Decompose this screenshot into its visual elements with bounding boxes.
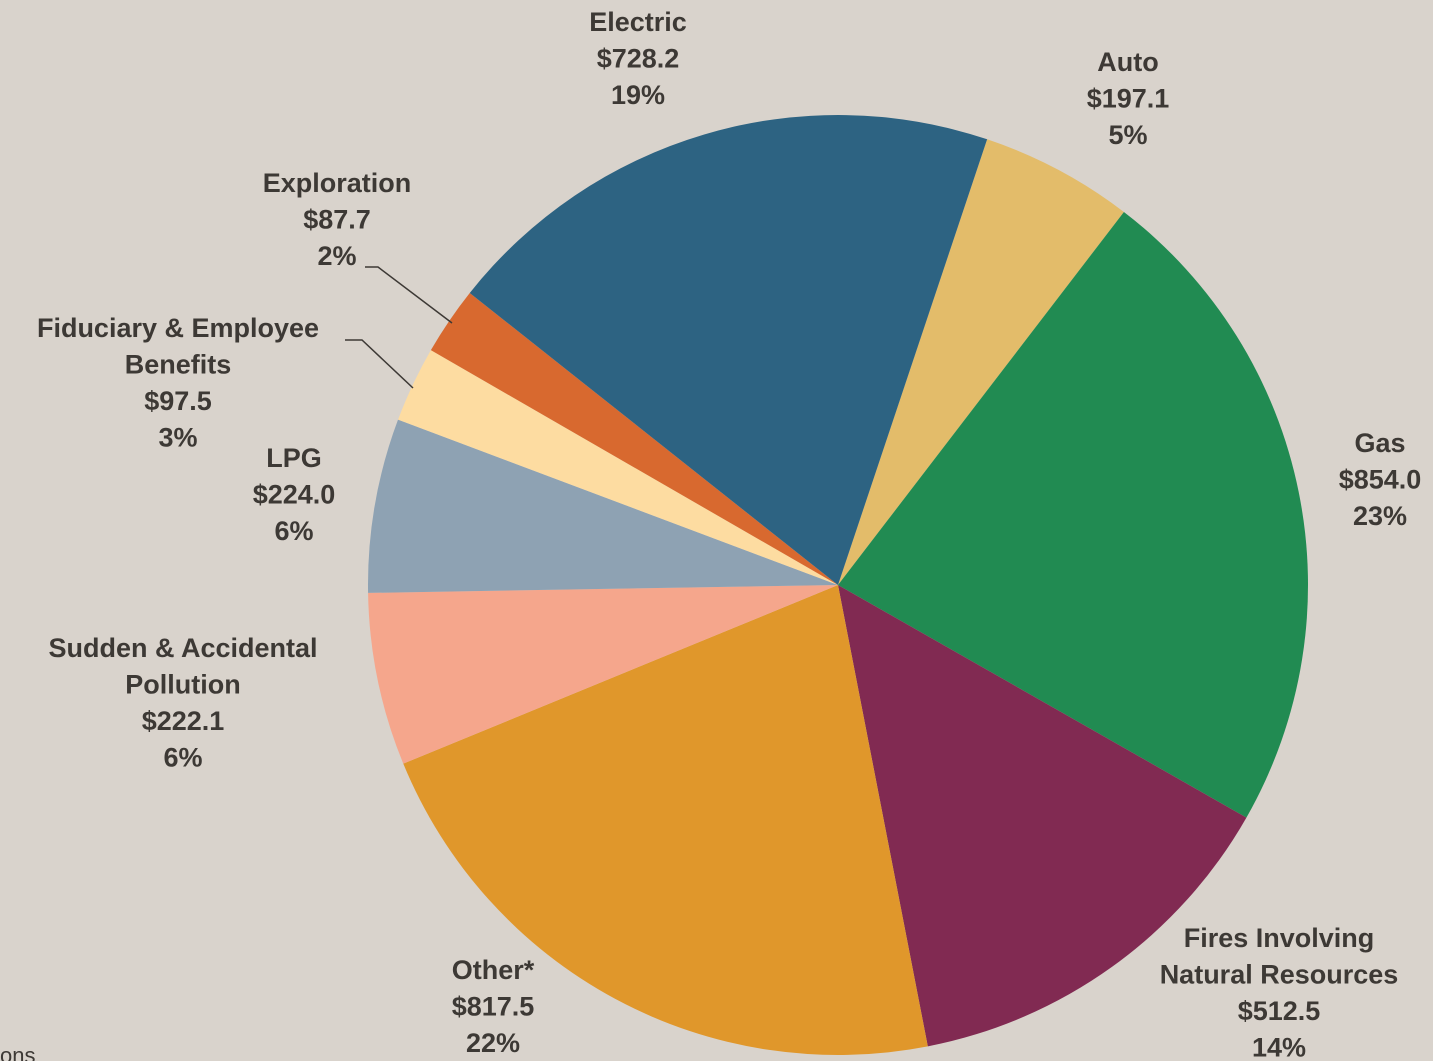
slice-label: Benefits: [125, 350, 232, 380]
value-label: $224.0: [253, 480, 336, 510]
slice-label: Fires Involving: [1184, 923, 1375, 953]
value-label: $222.1: [142, 706, 225, 736]
slice: [368, 419, 838, 593]
slice-label: Natural Resources: [1160, 960, 1399, 990]
slice: [838, 585, 1247, 1047]
value-label: $728.2: [597, 44, 680, 74]
slice: [403, 585, 928, 1055]
slice: [368, 585, 838, 764]
slice: [398, 350, 838, 585]
slice-label: Pollution: [125, 670, 240, 700]
percent-label: 19%: [611, 80, 665, 110]
slice-label: Other*: [452, 955, 535, 985]
percent-label: 23%: [1353, 501, 1407, 531]
footnote: ons: [0, 1043, 35, 1061]
percent-label: 22%: [466, 1028, 520, 1058]
percent-label: 14%: [1252, 1033, 1306, 1061]
slice-label: LPG: [266, 443, 322, 473]
slice-label: Auto: [1097, 47, 1158, 77]
percent-label: 6%: [274, 516, 313, 546]
slice-label: Sudden & Accidental: [48, 633, 317, 663]
slice: [469, 114, 988, 585]
value-label: $87.7: [303, 205, 371, 235]
value-label: $817.5: [452, 992, 535, 1022]
slice-label: Exploration: [263, 168, 412, 198]
percent-label: 3%: [158, 423, 197, 453]
slice: [430, 292, 838, 585]
percent-label: 5%: [1108, 120, 1147, 150]
value-label: $97.5: [144, 386, 212, 416]
percent-label: 2%: [317, 241, 356, 271]
value-label: $197.1: [1087, 84, 1170, 114]
slice: [838, 211, 1308, 818]
slice-label: Fiduciary & Employee: [37, 313, 319, 343]
leader-line: [365, 266, 453, 324]
value-label: $854.0: [1339, 465, 1422, 495]
leader-line: [345, 339, 414, 389]
slice: [838, 139, 1124, 585]
slice-label: Gas: [1354, 428, 1405, 458]
value-label: $512.5: [1238, 996, 1321, 1026]
percent-label: 6%: [163, 743, 202, 773]
slice-label: Electric: [589, 7, 687, 37]
slices: [368, 114, 1308, 1055]
